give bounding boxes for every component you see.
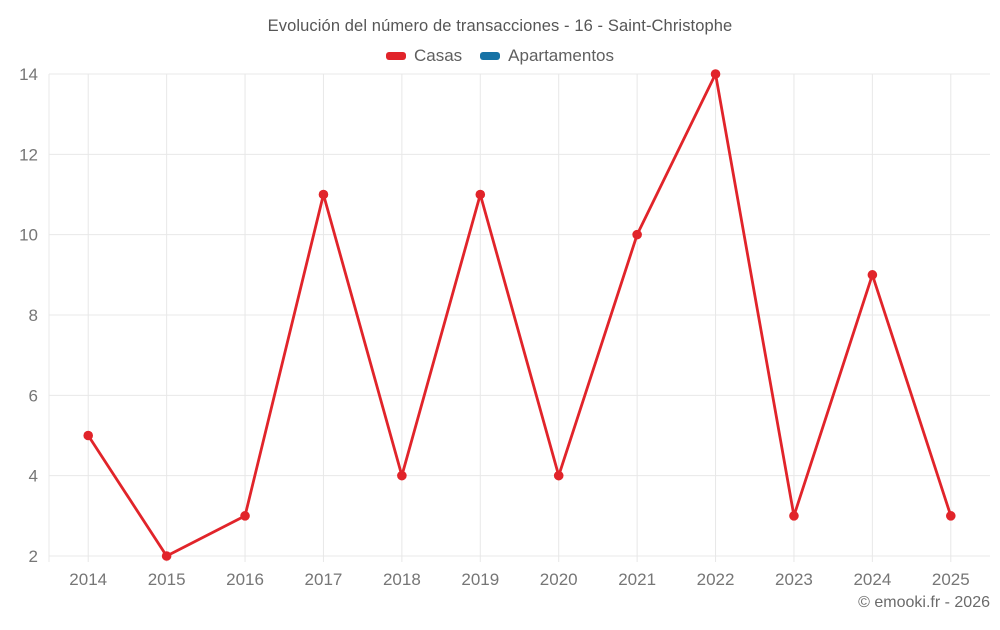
data-point-casas[interactable]: [632, 229, 642, 240]
x-axis-tick-label: 2014: [69, 570, 107, 589]
data-point-casas[interactable]: [867, 270, 878, 280]
data-point-casas[interactable]: [789, 511, 799, 521]
data-point-casas[interactable]: [83, 430, 94, 441]
data-point-casas[interactable]: [318, 189, 329, 200]
x-axis-tick-label: 2023: [775, 570, 813, 589]
chart-title: Evolución del número de transacciones - …: [267, 17, 733, 35]
data-point-casas[interactable]: [240, 511, 250, 521]
x-axis-tick-label: 2021: [618, 570, 656, 589]
x-axis-tick-label: 2024: [853, 570, 891, 589]
y-axis-tick-label: 4: [29, 467, 38, 486]
x-axis-tick-label: 2019: [461, 570, 499, 589]
y-axis-tick-label: 8: [29, 306, 38, 325]
y-axis-tick-label: 10: [19, 226, 38, 245]
legend-label: Casas: [413, 46, 463, 65]
y-axis-tick-label: 6: [29, 386, 38, 405]
data-point-casas[interactable]: [710, 69, 721, 79]
data-point-casas[interactable]: [553, 470, 564, 481]
x-axis-tick-label: 2018: [383, 570, 421, 589]
series-line-casas: [86, 72, 953, 558]
legend-label: Apartamentos: [508, 46, 615, 65]
x-axis-tick-label: 2017: [305, 570, 343, 589]
copyright: © emooki.fr - 2026: [858, 594, 990, 611]
legend-item-casas[interactable]: Casas: [385, 46, 463, 66]
data-point-casas[interactable]: [161, 551, 172, 561]
legend-swatch-casas: [385, 52, 406, 60]
legend-item-apartamentos[interactable]: Apartamentos: [480, 46, 614, 66]
x-axis-tick-label: 2020: [540, 570, 578, 589]
data-point-casas[interactable]: [397, 470, 407, 481]
y-axis-tick-label: 12: [19, 145, 38, 164]
x-axis-tick-label: 2022: [697, 570, 735, 589]
x-axis-tick-label: 2015: [148, 570, 186, 589]
y-axis-tick-label: 14: [19, 65, 38, 84]
data-point-casas[interactable]: [475, 189, 486, 200]
x-axis-tick-label: 2016: [226, 570, 264, 589]
x-axis-tick-label: 2025: [932, 570, 970, 589]
legend: Casas Apartamentos: [0, 46, 1000, 66]
legend-swatch-apartamentos: [480, 52, 501, 60]
y-axis-tick-label: 2: [29, 547, 38, 566]
data-point-casas[interactable]: [945, 511, 956, 521]
